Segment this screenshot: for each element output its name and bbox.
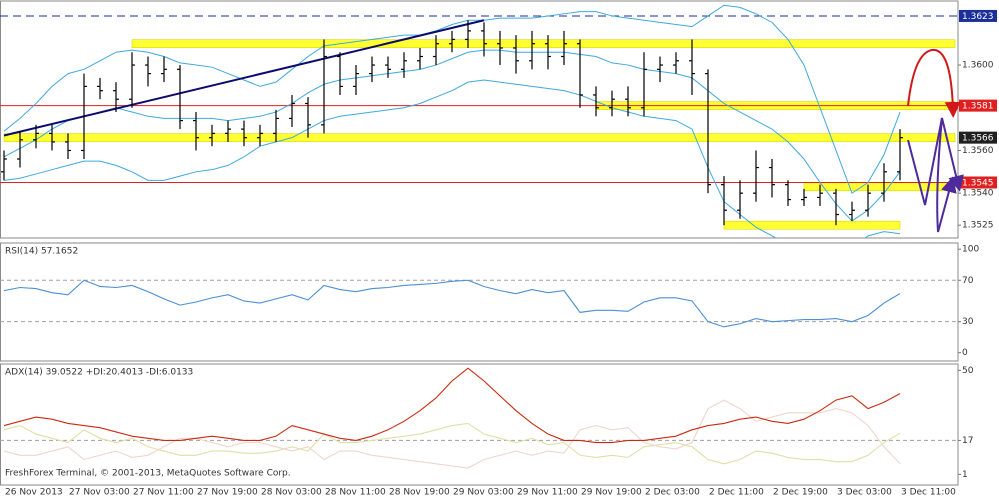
panel-frame [0, 363, 959, 486]
panel-title: RSI(14) 57.1652 [5, 247, 78, 257]
panel-frame [0, 242, 959, 362]
y-tick-label: 100 [962, 245, 979, 255]
panel [0, 4, 958, 238]
panel-title: ADX(14) 39.0522 +DI:20.4013 -DI:6.0133 [5, 368, 193, 378]
price-label-box [959, 176, 997, 189]
x-tick-label: 2 Dec 03:00 [645, 488, 700, 498]
x-tick-label: 27 Nov 03:00 [69, 488, 130, 498]
y-tick-label: 1.3600 [962, 61, 994, 71]
y-tick-label: 1.3525 [962, 221, 994, 231]
bollinger-band [3, 49, 901, 222]
y-tick-label: 17 [962, 436, 973, 446]
bollinger-band [3, 79, 901, 238]
y-tick-label: 1.3540 [962, 189, 994, 199]
x-tick-label: 29 Nov 11:00 [517, 488, 578, 498]
bollinger-band [3, 4, 901, 194]
purple-arrow [907, 117, 964, 206]
price-label-box [959, 131, 997, 144]
y-tick-label: 30 [962, 317, 974, 327]
x-tick-label: 3 Dec 11:00 [901, 488, 956, 498]
indicator-line [3, 279, 901, 328]
x-tick-label: 28 Nov 03:00 [261, 488, 322, 498]
y-tick-label: 50 [962, 366, 974, 376]
indicator-line [3, 422, 901, 465]
price-label: 1.3566 [962, 134, 994, 144]
y-tick-label: 1 [962, 470, 968, 480]
x-tick-label: 28 Nov 19:00 [389, 488, 450, 498]
panel [0, 367, 958, 469]
price-label: 1.3581 [962, 102, 994, 112]
x-tick-label: 2 Dec 19:00 [773, 488, 828, 498]
indicator-line [3, 399, 901, 469]
y-tick-label: 0 [962, 348, 968, 358]
x-tick-label: 29 Nov 03:00 [453, 488, 514, 498]
purple-arrow [936, 117, 957, 233]
footer: FreshForex Terminal, © 2001-2013, MetaQu… [5, 469, 291, 479]
x-tick-label: 3 Dec 03:00 [837, 488, 892, 498]
x-tick-label: 26 Nov 2013 [5, 488, 63, 498]
y-tick-label: 1.3560 [962, 146, 994, 156]
x-tick-label: 27 Nov 19:00 [197, 488, 258, 498]
panel-frame [0, 0, 959, 239]
support-zone [803, 182, 956, 192]
support-zone [131, 39, 956, 49]
x-tick-label: 2 Dec 11:00 [709, 488, 764, 498]
drawn-arrows [907, 49, 964, 233]
y-tick-label: 70 [962, 276, 974, 286]
price-label-box [959, 99, 997, 112]
indicator-line [3, 367, 901, 444]
price-label: 1.3623 [962, 12, 994, 22]
price-label: 1.3545 [962, 178, 994, 188]
support-zone [3, 133, 956, 142]
red-arrow [907, 49, 961, 118]
price-label-box [959, 9, 997, 22]
panel [0, 279, 958, 328]
x-tick-label: 29 Nov 19:00 [581, 488, 642, 498]
x-tick-label: 27 Nov 11:00 [133, 488, 194, 498]
x-tick-label: 28 Nov 11:00 [325, 488, 386, 498]
